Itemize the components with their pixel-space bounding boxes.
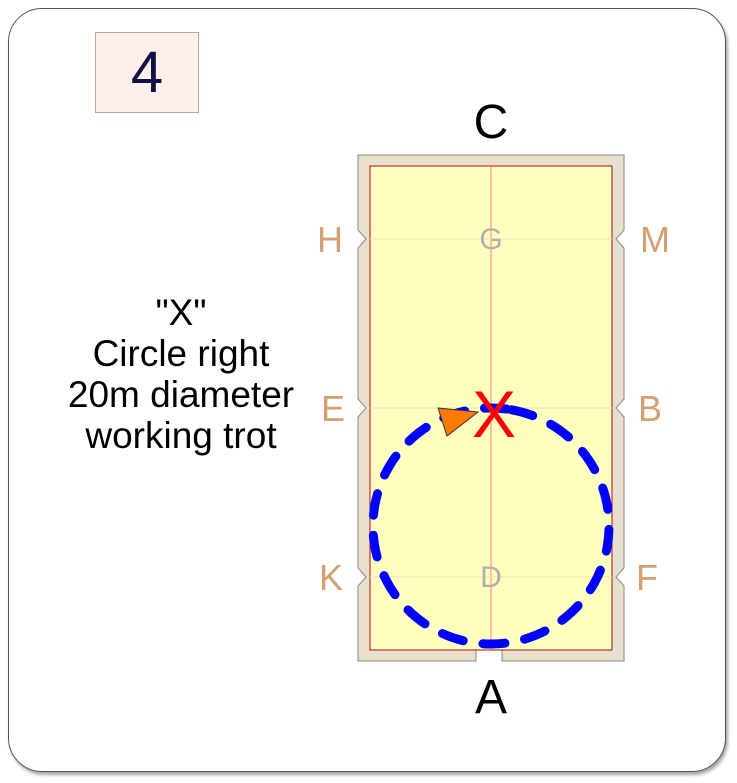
letter-x: X [472, 377, 516, 451]
letter-c: C [474, 96, 509, 149]
letter-g: G [479, 223, 502, 256]
letter-b: B [638, 388, 662, 429]
letter-e: E [321, 388, 345, 429]
movement-instructions: "X" Circle right 20m diameter working tr… [25, 292, 337, 456]
letter-d: D [480, 561, 502, 594]
letter-h: H [317, 219, 343, 260]
movement-number: 4 [130, 39, 164, 105]
instruction-line-4: working trot [85, 415, 277, 456]
circle-path [368, 403, 614, 649]
letter-k: K [319, 557, 343, 598]
letter-f: F [636, 557, 658, 598]
letter-m: M [640, 219, 670, 260]
instruction-line-3: 20m diameter [67, 374, 295, 415]
instruction-line-1: "X" [155, 292, 207, 333]
instruction-line-2: Circle right [92, 333, 270, 374]
movement-number-box: 4 [95, 32, 199, 113]
letter-a: A [475, 671, 507, 724]
orange-triangle-icon [437, 407, 480, 437]
